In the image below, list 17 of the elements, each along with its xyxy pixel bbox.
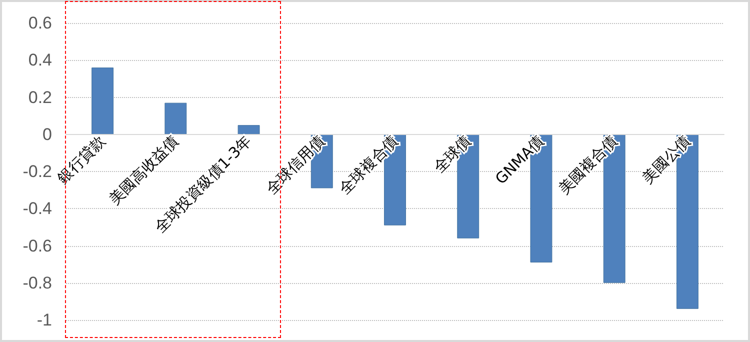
x-tick-label: 美國公債 xyxy=(638,132,694,188)
x-tick-label: 全球複合債 xyxy=(336,132,402,198)
y-tick-label: -1 xyxy=(36,310,52,330)
y-tick-label: 0.4 xyxy=(28,50,52,70)
bar xyxy=(164,102,187,134)
y-tick-label: 0.6 xyxy=(28,14,52,32)
x-tick-label: 美國複合債 xyxy=(554,132,621,198)
y-tick-label: -0.6 xyxy=(22,236,52,256)
y-tick-label: -0.4 xyxy=(22,199,52,218)
bar xyxy=(238,125,260,134)
y-tick-label: 0.2 xyxy=(28,88,52,107)
y-tick-label: -0.8 xyxy=(22,273,52,292)
bar xyxy=(92,68,114,134)
y-tick-label: -0.2 xyxy=(22,162,52,181)
y-tick-label: 0 xyxy=(42,124,52,144)
x-tick-label: 全球信用債 xyxy=(262,132,328,198)
x-tick-label: 全球債 xyxy=(430,132,474,177)
